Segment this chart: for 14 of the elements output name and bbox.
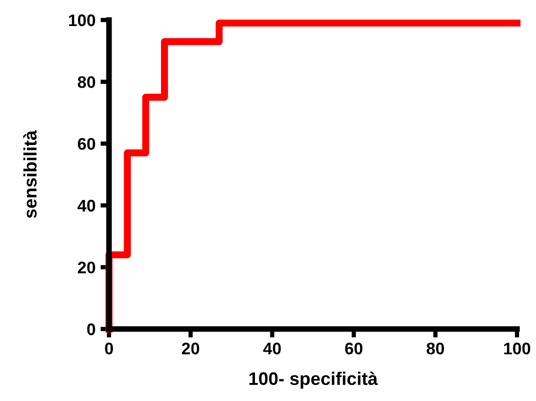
y-tick-label: 40 bbox=[78, 200, 96, 212]
x-tick-label: 60 bbox=[345, 342, 362, 354]
y-tick-label: 80 bbox=[78, 76, 96, 88]
y-tick-label: 60 bbox=[78, 138, 96, 150]
x-tick-label: 20 bbox=[182, 342, 200, 354]
x-tick-label: 40 bbox=[263, 342, 281, 354]
x-tick-label: 80 bbox=[426, 342, 444, 354]
y-tick-label: 20 bbox=[78, 262, 96, 274]
y-tick-label: 100 bbox=[69, 14, 96, 26]
y-tick-label: 0 bbox=[87, 323, 96, 336]
y-axis-title: sensibilità bbox=[23, 130, 37, 218]
x-tick-label: 100 bbox=[504, 342, 530, 354]
x-tick-label: 0 bbox=[105, 342, 113, 354]
x-axis-title: 100- specificità bbox=[249, 372, 378, 389]
